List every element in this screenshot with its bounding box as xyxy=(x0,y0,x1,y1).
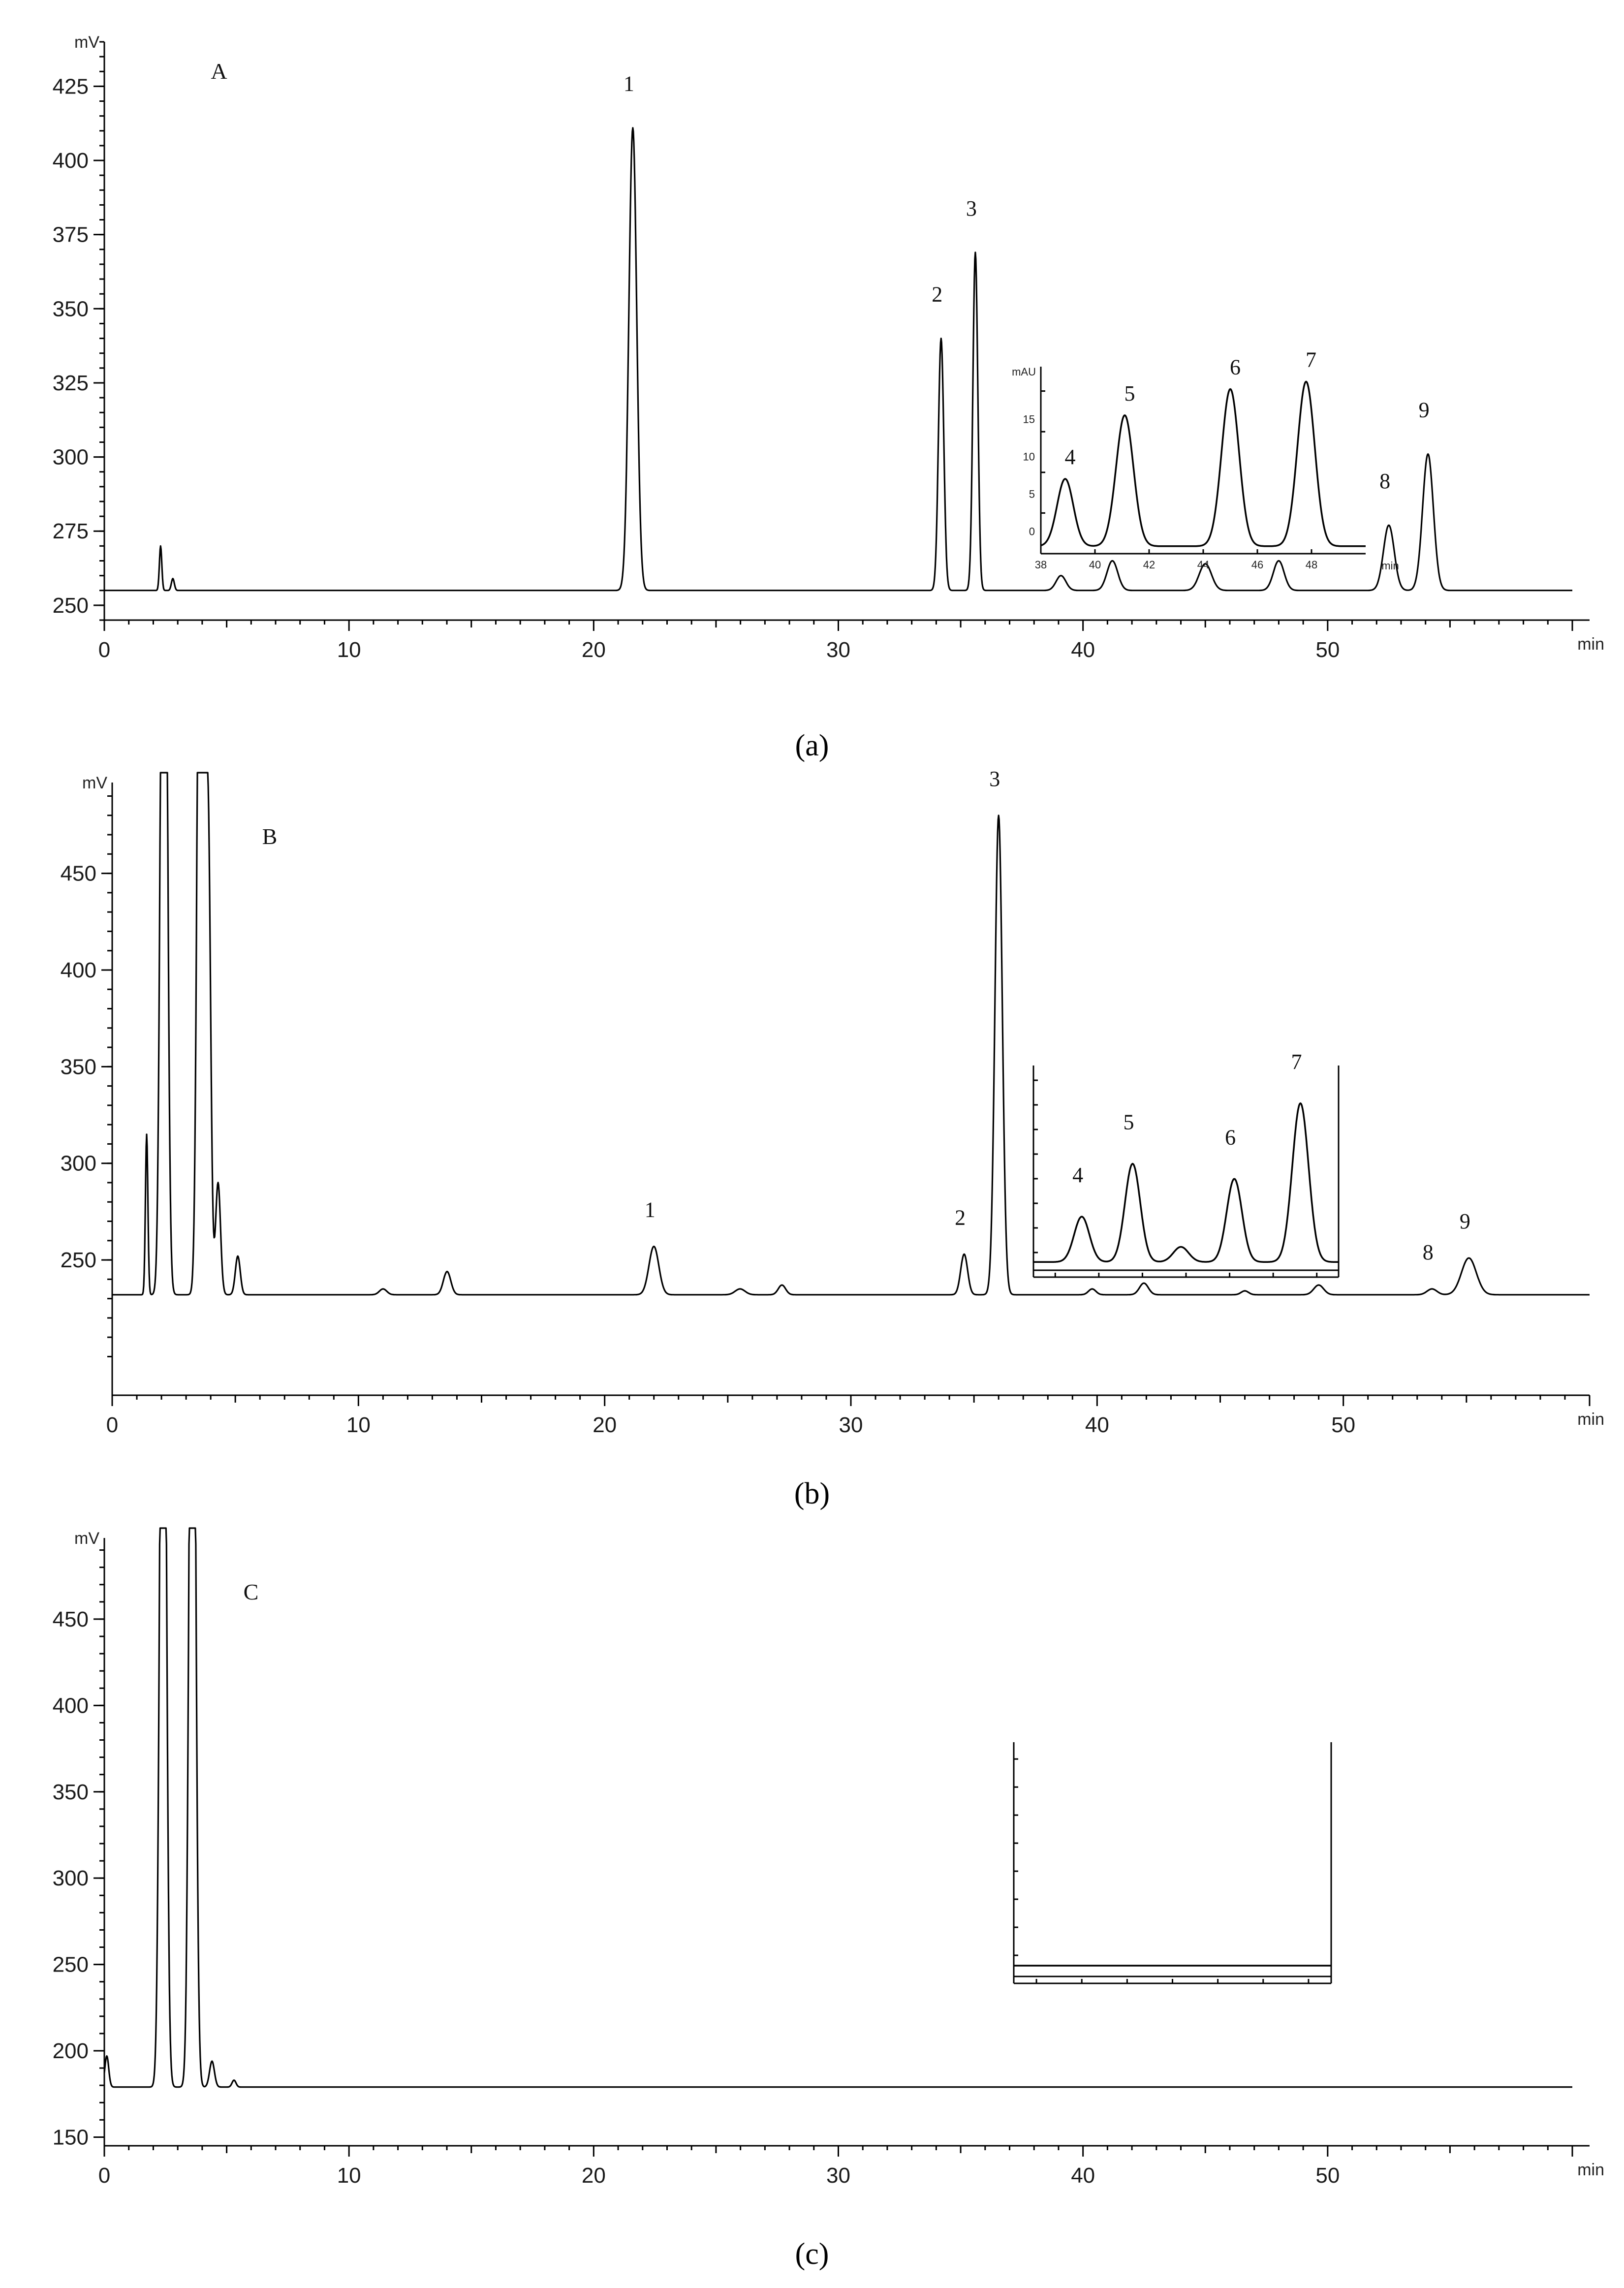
y-tick-label: 425 xyxy=(53,74,89,98)
y-tick-label: 300 xyxy=(61,1152,96,1176)
x-tick-label: 50 xyxy=(1315,2163,1340,2188)
x-tick-label: 10 xyxy=(337,2163,361,2188)
x-tick-label: 30 xyxy=(826,638,850,662)
inset-y-tick-label: 5 xyxy=(1029,488,1035,500)
y-tick-label: 350 xyxy=(53,297,89,321)
x-axis-unit: min xyxy=(1577,1410,1604,1429)
inset-x-tick-label: 40 xyxy=(1089,559,1101,571)
inset-peak-label: 7 xyxy=(1306,347,1316,372)
x-tick-label: 0 xyxy=(98,2163,110,2188)
peak-label: 1 xyxy=(645,1198,656,1222)
y-tick-label: 275 xyxy=(53,519,89,543)
x-tick-label: 10 xyxy=(337,638,361,662)
chromatogram-trace xyxy=(103,1527,1573,2088)
x-tick-label: 40 xyxy=(1071,638,1095,662)
peak-label: 3 xyxy=(989,767,1000,791)
inset-y-unit: mAU xyxy=(1012,366,1036,378)
y-tick-label: 400 xyxy=(53,149,89,173)
inset-y-tick-label: 15 xyxy=(1023,413,1035,425)
panel-caption: (b) xyxy=(794,1477,830,1510)
x-tick-label: 30 xyxy=(826,2163,850,2188)
inset-chart: 0 5 10 15 38 40 42 44 46 48 mAU min 4 5 6 7 xyxy=(1012,347,1399,572)
inset-chart: 4 5 6 7 xyxy=(1032,1050,1340,1278)
inset-x-tick-label: 42 xyxy=(1143,559,1155,571)
inset-chart xyxy=(1013,1742,1332,1984)
chromatogram-trace xyxy=(104,127,1573,592)
inset-x-unit: min xyxy=(1381,560,1399,572)
y-tick-label: 375 xyxy=(53,223,89,247)
chart-panel-3: 150 200 250 300 350 400 450 0 10 20 30 40 50 mV min C (c… xyxy=(53,1527,1604,2271)
y-axis-unit: mV xyxy=(74,33,99,52)
x-tick-label: 30 xyxy=(839,1413,863,1437)
x-tick-label: 0 xyxy=(106,1413,118,1437)
panel-label: A xyxy=(211,59,227,84)
inset-peak-label: 5 xyxy=(1124,381,1135,406)
y-tick-label: 250 xyxy=(61,1248,96,1272)
x-tick-label: 50 xyxy=(1331,1413,1355,1437)
peak-label: 8 xyxy=(1423,1240,1434,1264)
y-tick-label: 400 xyxy=(53,1693,89,1718)
x-tick-label: 0 xyxy=(98,638,110,662)
inset-x-tick-label: 38 xyxy=(1035,559,1047,571)
inset-trace xyxy=(1033,1102,1339,1263)
x-axis-unit: min xyxy=(1577,2161,1604,2179)
x-tick-label: 20 xyxy=(582,2163,606,2188)
peak-label: 9 xyxy=(1419,398,1430,422)
inset-trace xyxy=(1040,380,1366,547)
y-tick-label: 350 xyxy=(53,1780,89,1804)
y-axis-unit: mV xyxy=(82,774,107,792)
y-tick-label: 300 xyxy=(53,1866,89,1890)
y-tick-label: 250 xyxy=(53,1953,89,1977)
y-tick-label: 200 xyxy=(53,2039,89,2063)
y-axis-unit: mV xyxy=(74,1529,99,1548)
inset-y-tick-label: 10 xyxy=(1023,450,1035,463)
x-tick-label: 40 xyxy=(1085,1413,1109,1437)
inset-peak-label: 6 xyxy=(1225,1125,1236,1149)
inset-peak-label: 4 xyxy=(1065,445,1076,469)
y-tick-label: 450 xyxy=(61,862,96,886)
y-tick-label: 400 xyxy=(61,958,96,982)
inset-x-tick-label: 44 xyxy=(1197,559,1209,571)
x-tick-label: 20 xyxy=(582,638,606,662)
inset-x-tick-label: 48 xyxy=(1306,559,1317,571)
y-tick-label: 300 xyxy=(53,445,89,470)
inset-y-tick-label: 0 xyxy=(1029,525,1035,537)
inset-peak-label: 6 xyxy=(1230,355,1241,379)
x-tick-label: 20 xyxy=(593,1413,617,1437)
inset-peak-label: 7 xyxy=(1291,1050,1302,1074)
y-tick-label: 250 xyxy=(53,594,89,618)
panel-label: B xyxy=(262,824,278,849)
peak-label: 1 xyxy=(624,72,634,96)
panel-caption: (a) xyxy=(795,729,829,762)
peak-label: 8 xyxy=(1379,469,1390,493)
x-tick-label: 40 xyxy=(1071,2163,1095,2188)
chart-panel-2: 250 300 350 400 450 0 10 20 30 40 50 mV min 1 2 3 8 9 B (b)… xyxy=(61,767,1604,1510)
peak-label: 2 xyxy=(955,1205,966,1229)
inset-x-tick-label: 46 xyxy=(1251,559,1263,571)
x-tick-label: 10 xyxy=(346,1413,371,1437)
y-tick-label: 325 xyxy=(53,371,89,395)
peak-label: 2 xyxy=(932,282,942,307)
panel-label: C xyxy=(244,1579,259,1604)
y-tick-label: 450 xyxy=(53,1607,89,1631)
peak-label: 9 xyxy=(1460,1209,1470,1233)
y-tick-label: 350 xyxy=(61,1055,96,1079)
y-tick-label: 150 xyxy=(53,2125,89,2149)
chromatogram-trace xyxy=(112,772,1590,1296)
inset-peak-label: 5 xyxy=(1124,1110,1134,1134)
x-axis-unit: min xyxy=(1577,635,1604,654)
peak-label: 3 xyxy=(966,196,977,220)
panel-caption: (c) xyxy=(795,2237,829,2271)
x-tick-label: 50 xyxy=(1315,638,1340,662)
inset-peak-label: 4 xyxy=(1072,1163,1083,1187)
